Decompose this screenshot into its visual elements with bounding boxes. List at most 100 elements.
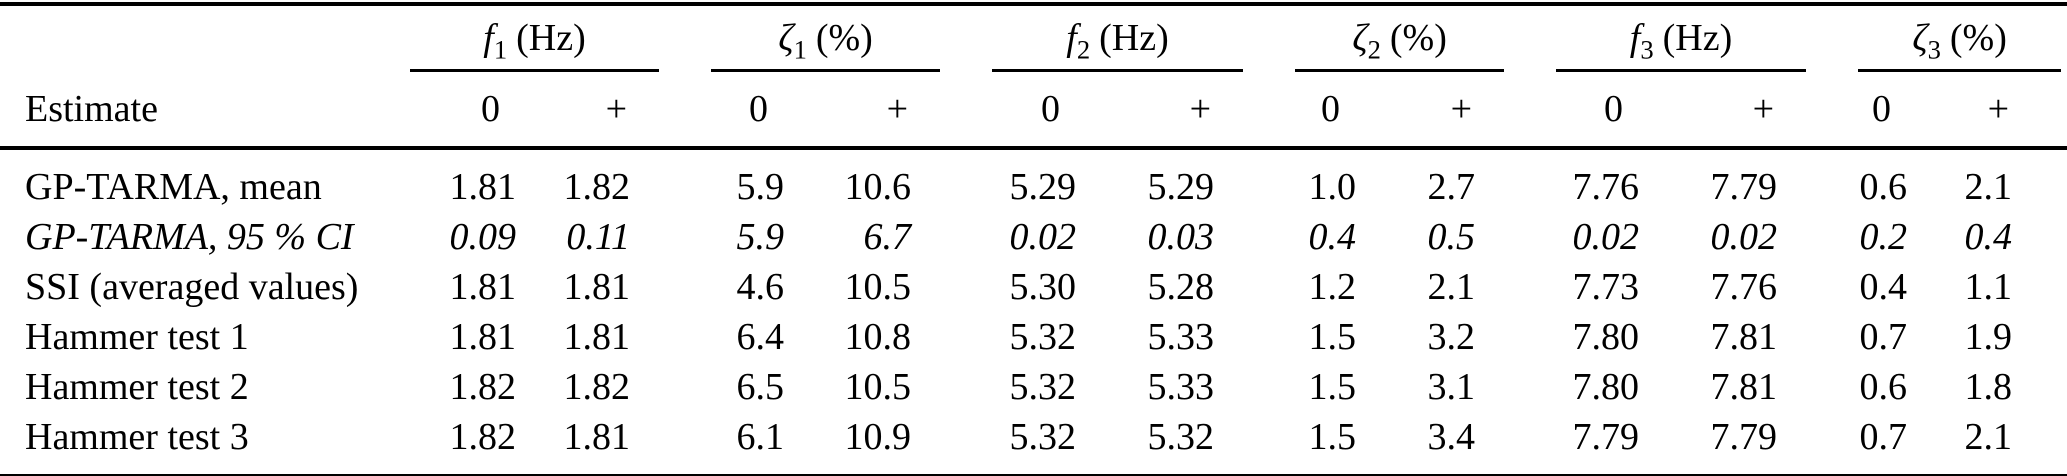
symbol-zeta3: ζ [1912,17,1928,59]
value-cell: 0.7 [1859,316,1908,358]
col-header-zeta2-plus: + [1398,72,1531,150]
value-cell: 0.02 [1572,216,1640,258]
value-cell: 7.76 [1572,166,1640,208]
col-header-f1-plus: + [558,72,686,150]
value-cell: 5.32 [1009,316,1077,358]
value-cell: 0.11 [566,216,631,258]
row-label: GP-TARMA, 95 % CI [25,216,354,258]
unit-label: (Hz) [1662,17,1733,59]
value-cell: 5.28 [1147,266,1215,308]
value-cell: 0.5 [1427,216,1476,258]
row-label: Hammer test 2 [25,366,249,408]
value-cell: 1.81 [449,316,517,358]
row-label: Hammer test 1 [25,316,249,358]
subscript: 3 [1640,34,1654,65]
value-cell: 1.82 [384,412,558,476]
value-cell: 5.9 [736,166,785,208]
value-cell: 7.81 [1710,366,1778,408]
unit-label: (%) [1949,17,2007,59]
value-cell: 7.79 [1710,166,1778,208]
value-cell: 6.1 [685,412,827,476]
col-header-f3-plus: + [1681,72,1833,150]
value-cell: 0.09 [449,216,517,258]
value-cell: 1.1 [1964,266,2013,308]
value-cell: 1.9 [1964,316,2013,358]
value-cell: 7.79 [1530,412,1682,476]
value-cell: 0.7 [1832,412,1950,476]
row-label: SSI (averaged values) [25,266,359,308]
group-header-f3: f3 (Hz) [1530,4,1832,72]
symbol-zeta2: ζ [1352,17,1368,59]
col-header-zeta3-plus: + [1949,72,2067,150]
value-cell: 1.81 [558,412,686,476]
table-row: SSI (averaged values) 1.81 1.81 4.6 10.5 5.30… [0,262,2067,312]
value-cell: 0.4 [1964,216,2013,258]
value-cell: 10.6 [844,166,912,208]
value-cell: 1.2 [1308,266,1357,308]
col-header-f2-0: 0 [966,72,1119,150]
value-cell: 0.4 [1859,266,1908,308]
value-cell: 10.5 [844,366,912,408]
value-cell: 1.5 [1269,412,1399,476]
value-cell: 0.4 [1308,216,1357,258]
value-cell: 5.32 [966,412,1119,476]
value-cell: 2.1 [1964,166,2013,208]
unit-label: (Hz) [1099,17,1169,59]
sub-header-row: Estimate 0 + 0 + 0 + 0 + 0 + 0 + [0,72,2067,150]
value-cell: 3.1 [1427,366,1476,408]
value-cell: 5.29 [1009,166,1077,208]
col-header-zeta2-0: 0 [1269,72,1399,150]
group-header-zeta3: ζ3 (%) [1832,4,2067,72]
subscript: 1 [793,34,807,65]
value-cell: 10.8 [844,316,912,358]
symbol-f1: f [483,17,494,59]
group-header-f2: f2 (Hz) [966,4,1269,72]
value-cell: 2.1 [1427,266,1476,308]
value-cell: 0.03 [1147,216,1215,258]
value-cell: 6.5 [736,366,785,408]
value-cell: 5.33 [1147,316,1215,358]
value-cell: 1.81 [449,166,517,208]
corner-cell [0,4,384,72]
value-cell: 10.9 [826,412,967,476]
value-cell: 5.29 [1147,166,1215,208]
value-cell: 7.80 [1572,316,1640,358]
group-header-f1: f1 (Hz) [384,4,685,72]
row-label: Hammer test 3 [0,412,384,476]
value-cell: 0.2 [1859,216,1908,258]
value-cell: 5.32 [1009,366,1077,408]
col-header-f2-plus: + [1118,72,1270,150]
value-cell: 7.81 [1710,316,1778,358]
value-cell: 1.81 [563,266,631,308]
value-cell: 1.81 [563,316,631,358]
value-cell: 0.02 [1009,216,1077,258]
row-label: GP-TARMA, mean [25,166,322,208]
symbol-zeta1: ζ [778,17,794,59]
table-body: GP-TARMA, mean 1.81 1.82 5.9 10.6 5.29 5.29 1.0… [0,148,2067,476]
value-cell: 1.82 [449,366,517,408]
value-cell: 3.4 [1398,412,1531,476]
value-cell: 5.33 [1147,366,1215,408]
table-row: Hammer test 3 1.82 1.81 6.1 10.9 5.32 5.32 1.5 3… [0,412,2067,476]
value-cell: 6.4 [736,316,785,358]
col-header-zeta1-0: 0 [685,72,827,150]
value-cell: 10.5 [844,266,912,308]
value-cell: 1.8 [1964,366,2013,408]
subscript: 1 [493,34,508,65]
symbol-f2: f [1066,17,1077,59]
value-cell: 7.76 [1710,266,1778,308]
col-header-f3-0: 0 [1530,72,1682,150]
value-cell: 0.6 [1859,166,1908,208]
value-cell: 1.0 [1308,166,1357,208]
col-header-f1-0: 0 [384,72,558,150]
table-row: GP-TARMA, mean 1.81 1.82 5.9 10.6 5.29 5.29 1.0… [0,148,2067,212]
col-header-zeta1-plus: + [826,72,967,150]
value-cell: 3.2 [1427,316,1476,358]
value-cell: 6.7 [863,216,912,258]
value-cell: 0.6 [1859,366,1908,408]
value-cell: 1.5 [1308,366,1357,408]
value-cell: 4.6 [736,266,785,308]
value-cell: 7.80 [1572,366,1640,408]
value-cell: 1.81 [449,266,517,308]
